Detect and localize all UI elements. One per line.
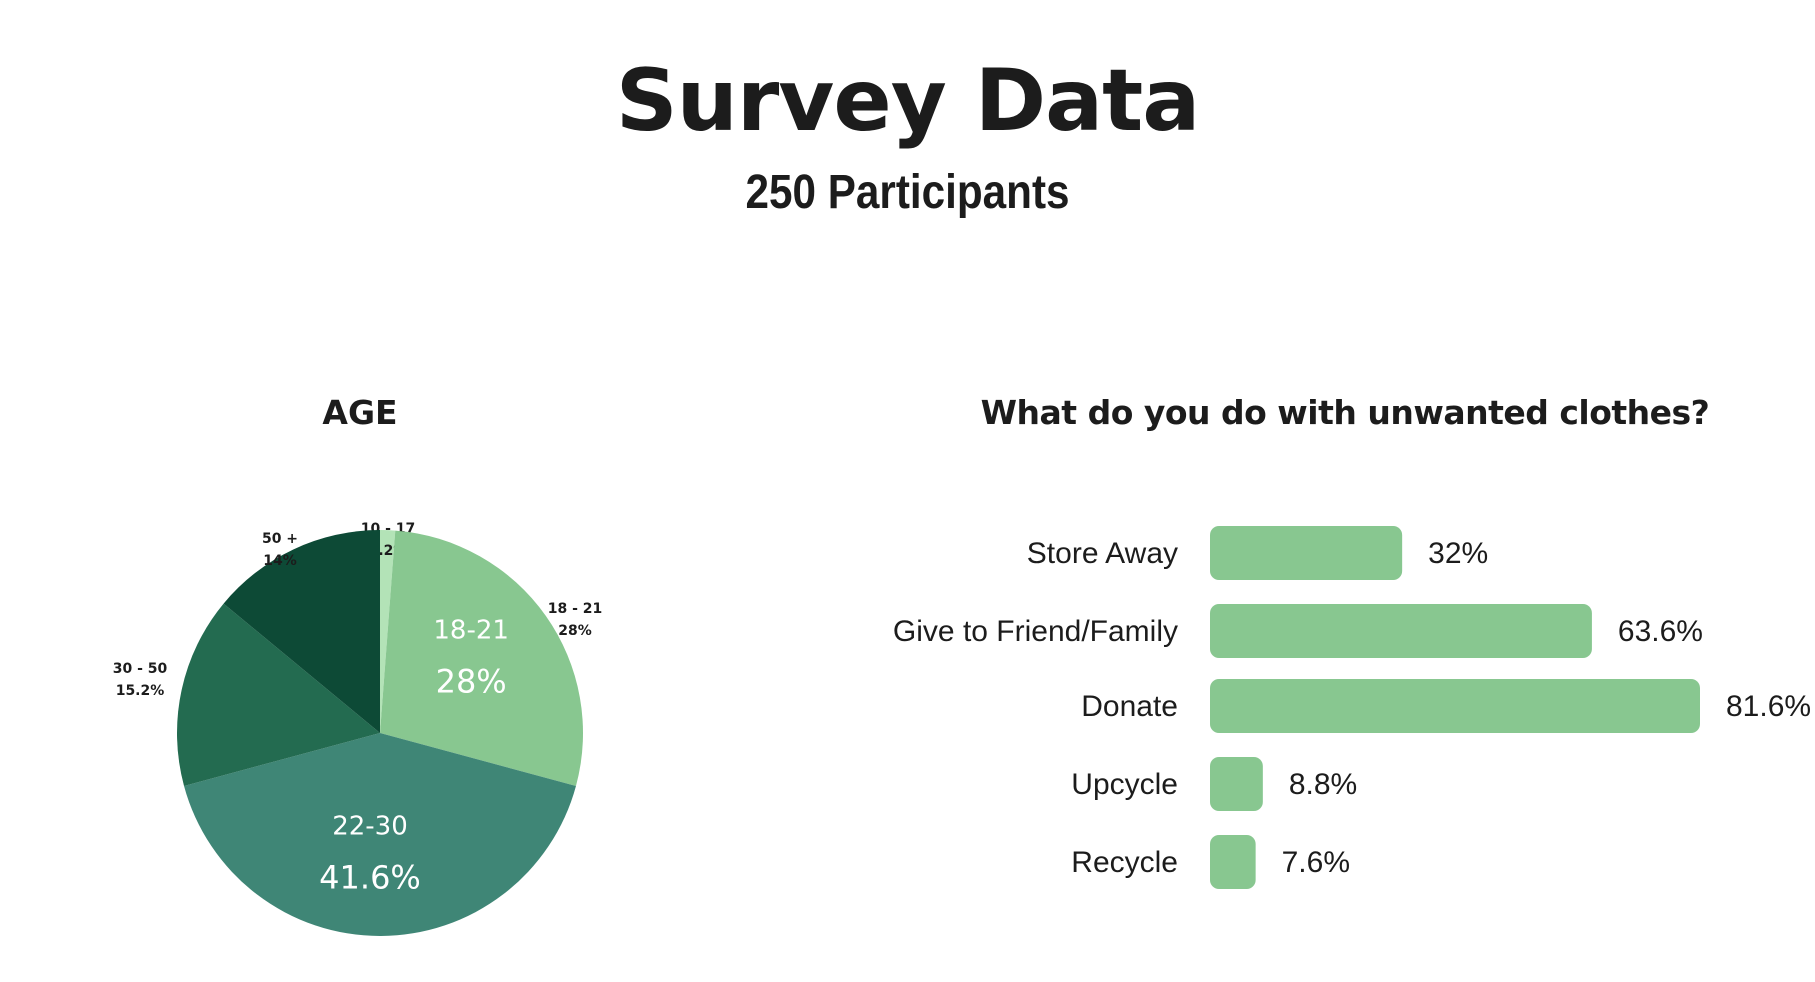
- pie-slice-3: [177, 603, 380, 786]
- bar-3: [1210, 757, 1263, 811]
- pie-slice-1: [380, 530, 583, 786]
- clothes-bar-chart: Store Away 32% Give to Friend/Family 63.6% D…: [893, 526, 1811, 889]
- bar-category-label-3: Upcycle: [1071, 768, 1178, 801]
- bar-value-label-4: 7.6%: [1282, 846, 1350, 879]
- pie-ext-category-3: 30 - 50: [113, 661, 168, 677]
- page-subtitle: 250 Participants: [745, 166, 1070, 219]
- bar-category-label-0: Store Away: [1027, 537, 1178, 570]
- bar-0: [1210, 526, 1403, 580]
- pie-ext-category-4: 50 +: [262, 531, 298, 547]
- bar-4: [1210, 835, 1256, 889]
- bar-category-label-2: Donate: [1081, 690, 1178, 723]
- pie-slice-4: [223, 530, 380, 733]
- pie-in-category-1: 18-21: [433, 616, 509, 646]
- pie-slice-0: [380, 530, 396, 733]
- bar-category-label-4: Recycle: [1071, 846, 1178, 879]
- bar-1: [1210, 604, 1592, 658]
- page-title: Survey Data: [615, 51, 1201, 151]
- age-pie-chart: 10 - 171.2%18 - 2128%18-2128%22-3041.6%3…: [113, 521, 603, 936]
- bar-value-label-3: 8.8%: [1289, 768, 1357, 801]
- pie-slice-2: [184, 733, 576, 936]
- pie-ext-value-3: 15.2%: [116, 683, 165, 699]
- bar-chart-title: What do you do with unwanted clothes?: [980, 393, 1710, 432]
- bar-category-label-1: Give to Friend/Family: [893, 615, 1178, 648]
- pie-ext-value-1: 28%: [558, 623, 592, 639]
- bar-2: [1210, 679, 1700, 733]
- pie-ext-category-1: 18 - 21: [548, 601, 603, 617]
- pie-in-category-2: 22-30: [332, 812, 408, 842]
- bar-value-label-0: 32%: [1428, 537, 1488, 570]
- pie-ext-value-4: 14%: [263, 553, 297, 569]
- pie-in-value-2: 41.6%: [319, 859, 421, 897]
- age-chart-title: AGE: [322, 393, 398, 432]
- bar-value-label-2: 81.6%: [1726, 690, 1811, 723]
- pie-in-value-1: 28%: [436, 663, 507, 701]
- bar-value-label-1: 63.6%: [1618, 615, 1703, 648]
